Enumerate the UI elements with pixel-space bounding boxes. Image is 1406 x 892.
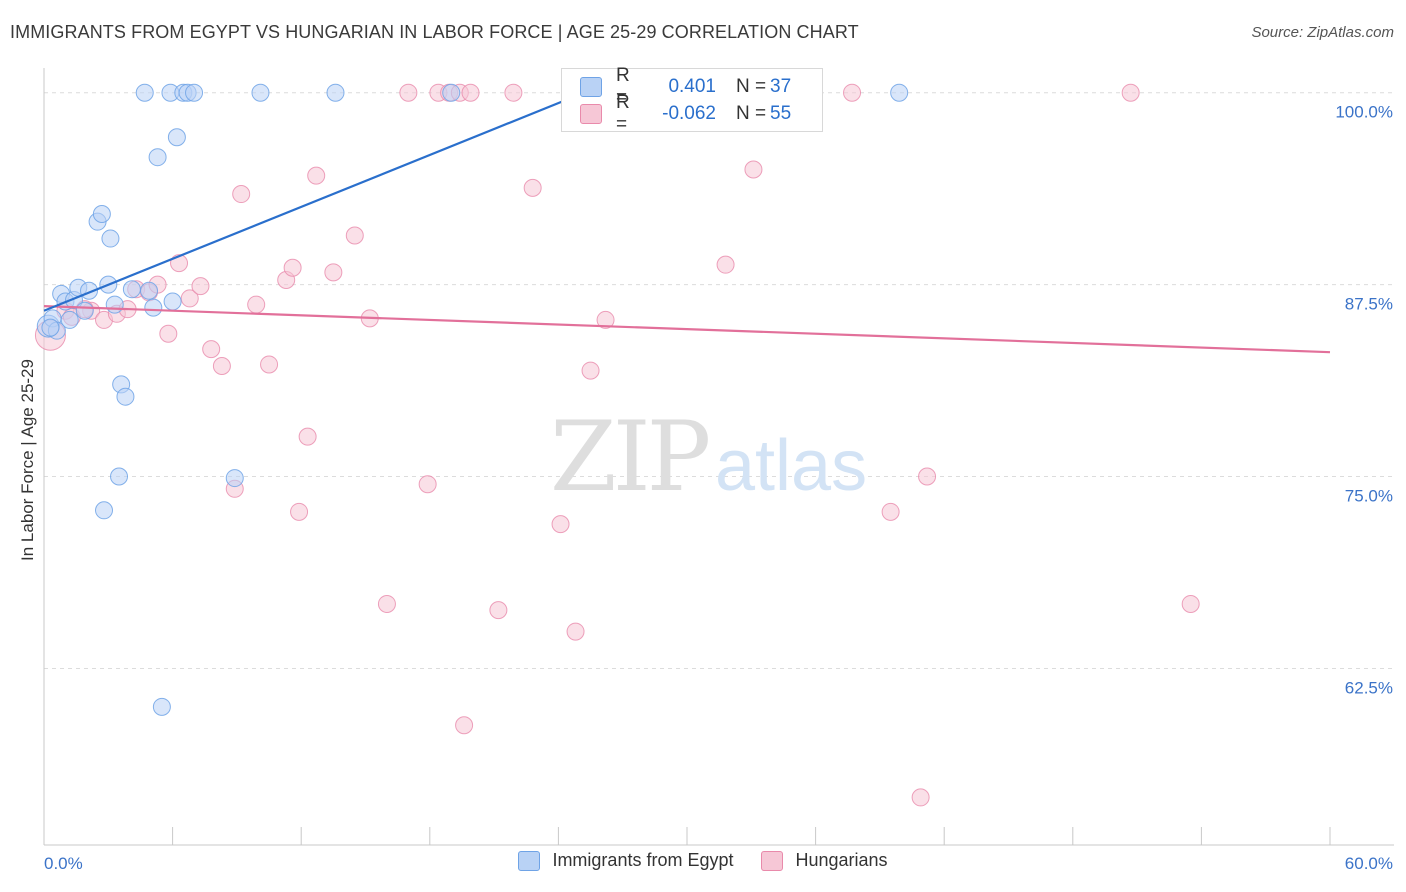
hungarians-point	[566, 622, 585, 641]
egypt-point	[442, 83, 461, 102]
r-value: -0.062	[662, 103, 716, 124]
hungarians-point	[461, 83, 480, 102]
legend-label-hungarians: Hungarians	[795, 850, 888, 870]
hungarians-swatch	[580, 104, 602, 124]
n-label: N =	[736, 103, 767, 124]
n-value: 37	[770, 76, 792, 97]
y-tick-label: 75.0%	[1345, 487, 1393, 506]
egypt-point	[105, 295, 124, 314]
legend-label-egypt: Immigrants from Egypt	[552, 850, 734, 870]
chart-title: IMMIGRANTS FROM EGYPT VS HUNGARIAN IN LA…	[10, 22, 859, 42]
hungarians-point	[345, 226, 364, 245]
hungarians-point	[744, 160, 763, 179]
hungarians-trend-line	[43, 305, 1331, 354]
egypt-point	[135, 83, 154, 102]
egypt-legend-swatch	[518, 850, 541, 871]
hungarians-point	[377, 594, 396, 613]
legend-item-egypt[interactable]: Immigrants from Egypt	[518, 850, 733, 871]
watermark: ZIP atlas	[550, 401, 867, 513]
egypt-point	[41, 318, 60, 337]
egypt-point	[167, 128, 186, 147]
x-tick-labels: 0.0% 60.0%	[44, 854, 1393, 873]
hungarians-point	[283, 258, 302, 277]
hungarians-point	[232, 185, 251, 204]
egypt-point	[75, 301, 94, 320]
hungarians-point	[418, 475, 437, 494]
hungarians-point	[260, 355, 279, 374]
trend-lines	[43, 71, 1331, 354]
hungarians-point	[911, 788, 930, 807]
egypt-point	[251, 83, 270, 102]
hungarians-point	[298, 427, 317, 446]
egypt-point	[152, 697, 171, 716]
egypt-swatch	[580, 77, 602, 97]
stats-row-hungarians: R = -0.062 N = 55	[580, 92, 810, 135]
stats-row-egypt: R = 0.401 N = 37	[580, 65, 810, 108]
r-value: 0.401	[668, 76, 716, 97]
y-tick-label: 87.5%	[1345, 295, 1393, 314]
egypt-point	[163, 292, 182, 311]
egypt-point	[122, 280, 141, 299]
egypt-point	[116, 387, 135, 406]
hungarians-point	[159, 324, 178, 343]
watermark-zip: ZIP	[550, 401, 709, 513]
r-label: R =	[616, 65, 630, 108]
y-tick-labels: 62.5% 75.0% 87.5% 100.0%	[1335, 103, 1393, 698]
egypt-point	[140, 281, 159, 300]
egypt-point	[225, 469, 244, 488]
y-tick-label: 100.0%	[1335, 103, 1393, 122]
hungarians-point	[716, 255, 735, 274]
egypt-point	[101, 229, 120, 248]
x-tick-label: 0.0%	[44, 854, 83, 873]
grid-lines	[44, 92, 1394, 669]
egypt-point	[890, 83, 909, 102]
hungarians-point	[180, 289, 199, 308]
x-tick-label: 60.0%	[1345, 854, 1393, 873]
egypt-point	[326, 83, 345, 102]
egypt-point	[110, 467, 129, 486]
hungarians-point	[307, 166, 326, 185]
hungarians-point	[551, 515, 570, 534]
hungarians-point	[212, 356, 231, 375]
hungarians-point	[504, 83, 523, 102]
watermark-atlas: atlas	[715, 426, 867, 506]
stats-legend: R = 0.401 N = 37 R = -0.062 N = 55	[561, 65, 823, 135]
hungarians-point	[523, 178, 542, 197]
egypt-point	[60, 310, 79, 329]
hungarians-point	[581, 361, 600, 380]
egypt-point	[185, 83, 204, 102]
egypt-trend-line	[43, 71, 634, 312]
hungarians-point	[881, 502, 900, 521]
y-axis-label: In Labor Force | Age 25-29	[18, 359, 37, 561]
hungarians-point	[399, 83, 418, 102]
hungarians-point	[455, 716, 474, 735]
series-legend: Immigrants from Egypt Hungarians	[0, 850, 1406, 871]
y-tick-label: 62.5%	[1345, 678, 1393, 697]
hungarians-point	[489, 601, 508, 620]
hungarians-point	[918, 467, 937, 486]
hungarians-point	[191, 277, 210, 296]
egypt-point	[95, 501, 114, 520]
n-value: 55	[770, 103, 792, 124]
hungarians-point	[843, 83, 862, 102]
hungarians-point	[247, 295, 266, 314]
hungarians-point	[324, 263, 343, 282]
hungarians-point	[596, 310, 615, 329]
legend-item-hungarians[interactable]: Hungarians	[761, 850, 888, 871]
hungarians-point	[1121, 83, 1140, 102]
egypt-point	[148, 148, 167, 167]
hungarians-point	[202, 340, 221, 359]
hungarians-point	[1181, 594, 1200, 613]
egypt-point	[144, 298, 163, 317]
hungarians-point	[290, 502, 309, 521]
hungarians-legend-swatch	[761, 850, 784, 871]
n-label: N =	[736, 76, 767, 97]
r-label: R =	[616, 92, 630, 135]
egypt-points	[36, 83, 909, 716]
egypt-point	[92, 204, 111, 223]
axes	[43, 68, 1394, 846]
source-label: Source: ZipAtlas.com	[1251, 24, 1394, 41]
